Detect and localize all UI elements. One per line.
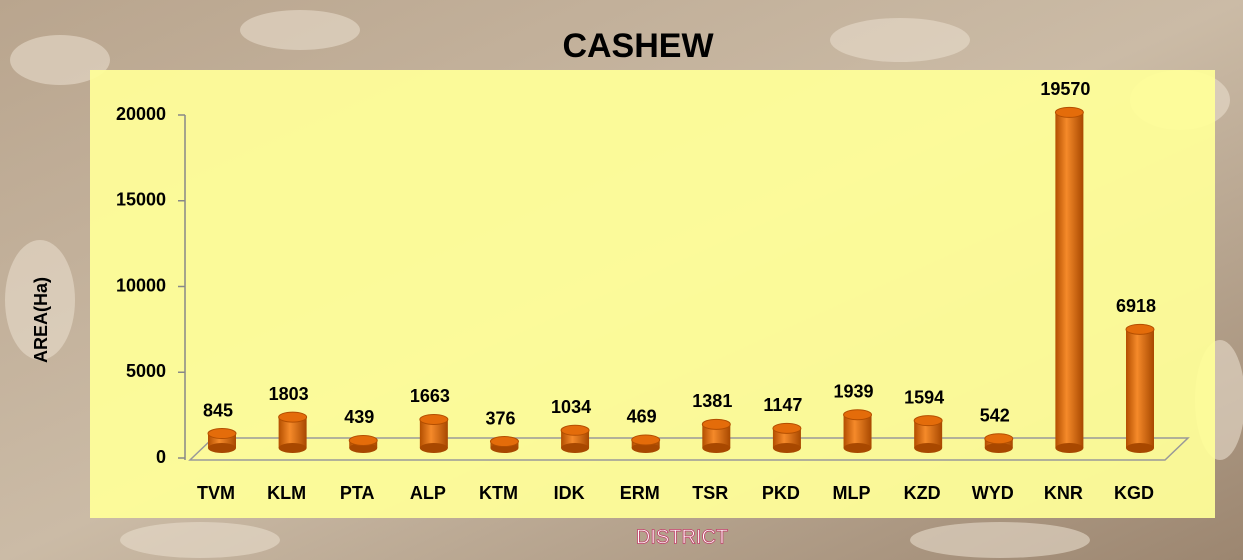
x-tick-label: TVM xyxy=(197,483,235,503)
bar-top xyxy=(843,409,873,421)
value-label: 1803 xyxy=(269,384,309,404)
bar xyxy=(702,424,731,448)
bar xyxy=(772,428,801,448)
bar-top xyxy=(278,411,308,423)
value-label: 469 xyxy=(627,407,657,427)
value-label: 1381 xyxy=(692,391,732,411)
x-tick-label: WYD xyxy=(972,483,1014,503)
value-label: 845 xyxy=(203,400,233,420)
x-tick-label: IDK xyxy=(554,483,585,503)
value-label: 1147 xyxy=(763,395,802,415)
bar-base xyxy=(349,443,378,453)
x-tick-label: KNR xyxy=(1044,483,1083,503)
floor xyxy=(188,437,1190,461)
x-axis-label: DISTRICT xyxy=(636,526,728,548)
bar-base xyxy=(419,443,448,453)
value-label: 439 xyxy=(344,407,374,427)
bar-top xyxy=(984,433,1014,445)
x-tick-label: PKD xyxy=(762,483,800,503)
y-tick-label: 15000 xyxy=(116,190,166,210)
bar-base xyxy=(208,443,236,453)
bar-base xyxy=(843,443,872,453)
bar-top xyxy=(419,413,449,425)
value-label: 1939 xyxy=(834,381,874,401)
bar xyxy=(1126,329,1154,448)
bar-base xyxy=(772,443,801,453)
y-tick-label: 0 xyxy=(156,447,166,467)
value-label: 6918 xyxy=(1116,296,1156,316)
x-tick-label: KZD xyxy=(904,483,941,503)
value-label: 376 xyxy=(485,408,515,428)
bar-base xyxy=(1055,443,1084,453)
bar-base xyxy=(561,443,590,453)
value-label: 1663 xyxy=(410,386,450,406)
bar-base xyxy=(914,443,943,453)
bar-top xyxy=(560,424,590,436)
bar-base xyxy=(702,443,731,453)
value-label: 19570 xyxy=(1040,79,1090,99)
value-label: 542 xyxy=(980,405,1010,425)
chart-title: CASHEW xyxy=(562,27,714,65)
bar-top xyxy=(631,434,661,446)
y-tick-label: 10000 xyxy=(116,275,166,295)
bar xyxy=(1055,112,1084,448)
y-tick-label: 5000 xyxy=(126,361,166,381)
bar-top xyxy=(701,418,731,430)
x-tick-label: KTM xyxy=(479,483,518,503)
bar-base xyxy=(631,443,660,453)
x-tick-label: TSR xyxy=(692,483,728,503)
bar-top xyxy=(207,428,237,440)
x-tick-label: ALP xyxy=(410,483,446,503)
y-tick-label: 20000 xyxy=(116,104,166,124)
bar-top xyxy=(489,436,519,448)
x-tick-label: KGD xyxy=(1114,483,1154,503)
bar-top xyxy=(913,415,943,427)
bar-top xyxy=(1125,323,1155,335)
bar-top xyxy=(1054,106,1084,118)
x-tick-label: ERM xyxy=(620,483,660,503)
bar-top xyxy=(772,422,802,434)
x-tick-label: PTA xyxy=(340,483,375,503)
y-axis-label: AREA(Ha) xyxy=(31,277,51,363)
bar-base xyxy=(278,443,307,453)
x-tick-label: KLM xyxy=(267,483,306,503)
x-tick-label: MLP xyxy=(833,483,871,503)
bar-base xyxy=(984,443,1013,453)
value-label: 1034 xyxy=(551,397,591,417)
bar-top xyxy=(348,434,378,446)
value-label: 1594 xyxy=(904,387,944,407)
bar xyxy=(843,414,872,448)
bar-base xyxy=(1126,443,1154,453)
